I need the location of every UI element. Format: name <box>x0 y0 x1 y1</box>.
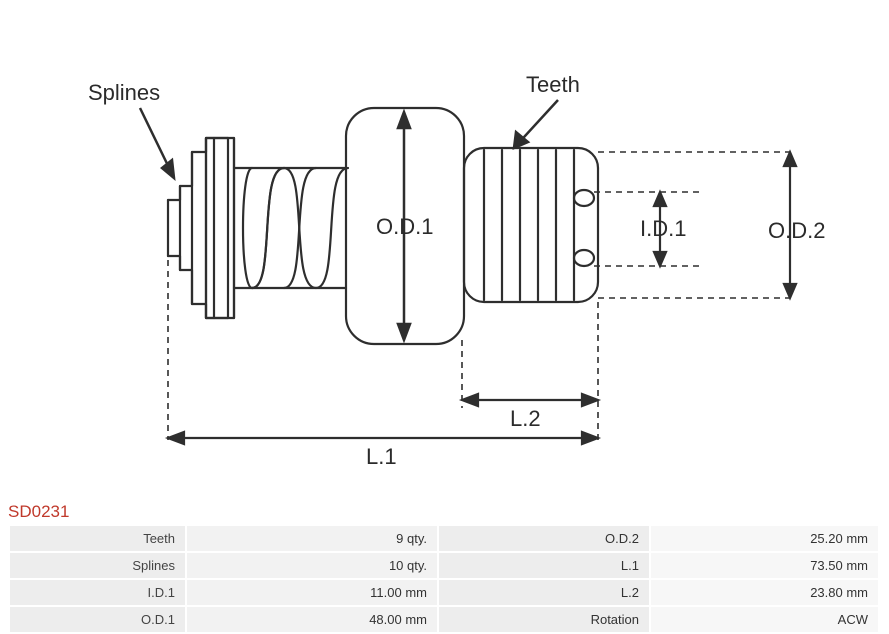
spec-label: Teeth <box>10 526 185 551</box>
label-splines: Splines <box>88 80 160 105</box>
technical-diagram: Splines Teeth O.D.1 <box>0 0 889 495</box>
spec-label: L.1 <box>439 553 649 578</box>
table-row: O.D.148.00 mmRotationACW <box>10 607 878 632</box>
label-od1: O.D.1 <box>376 214 433 239</box>
table-row: I.D.111.00 mmL.223.80 mm <box>10 580 878 605</box>
spec-label: O.D.2 <box>439 526 649 551</box>
label-l1: L.1 <box>366 444 397 469</box>
spec-label: O.D.1 <box>10 607 185 632</box>
spec-value: 48.00 mm <box>187 607 437 632</box>
part-code: SD0231 <box>8 502 69 522</box>
spec-label: Splines <box>10 553 185 578</box>
spec-value: 23.80 mm <box>651 580 878 605</box>
spec-value: 11.00 mm <box>187 580 437 605</box>
diagram-svg: Splines Teeth O.D.1 <box>0 0 889 495</box>
spec-value: 9 qty. <box>187 526 437 551</box>
label-l2: L.2 <box>510 406 541 431</box>
label-teeth: Teeth <box>526 72 580 97</box>
label-id1: I.D.1 <box>640 216 686 241</box>
label-od2: O.D.2 <box>768 218 825 243</box>
spec-label: Rotation <box>439 607 649 632</box>
spec-value: 10 qty. <box>187 553 437 578</box>
spec-value: 73.50 mm <box>651 553 878 578</box>
spec-label: I.D.1 <box>10 580 185 605</box>
spec-value: 25.20 mm <box>651 526 878 551</box>
spec-table: Teeth9 qty.O.D.225.20 mmSplines10 qty.L.… <box>8 524 880 634</box>
spec-value: ACW <box>651 607 878 632</box>
table-row: Splines10 qty.L.173.50 mm <box>10 553 878 578</box>
spec-label: L.2 <box>439 580 649 605</box>
table-row: Teeth9 qty.O.D.225.20 mm <box>10 526 878 551</box>
